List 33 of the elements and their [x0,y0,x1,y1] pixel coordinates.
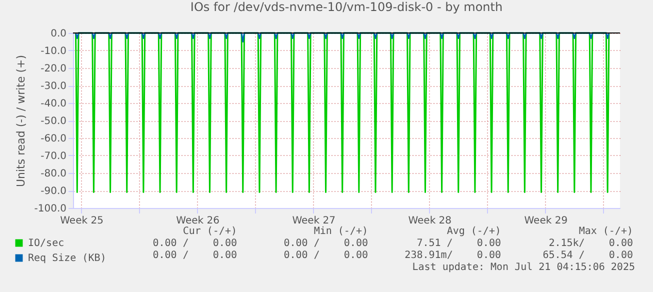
y-tick-label: -40.0 [40,98,66,110]
text: 2.15k/ 0.00 [548,238,633,250]
legend-label: Req Size (KB) [28,253,106,264]
y-tick-label: -100.0 [34,204,66,214]
text: 0.00 / 0.00 [284,238,368,250]
text: Last update: Mon Jul 21 04:15:06 2025 [412,262,635,274]
text: 0.00 / 0.00 [152,238,237,250]
text: 238.91m/ 0.00 [404,250,501,262]
x-tick-label: Week 25 [60,216,104,226]
y-axis-title: Units read (-) / write (+) [14,54,28,188]
y-tick-label: -60.0 [40,134,66,144]
text: Min (-/+) [314,226,368,238]
x-tick-label: Week 28 [408,216,452,226]
y-tick-label: -80.0 [40,168,66,180]
x-tick-label: Week 26 [176,216,220,226]
y-tick-label: -20.0 [40,64,66,74]
y-tick-label: -30.0 [40,81,66,92]
text: Avg (-/+) [446,226,501,238]
legend-label: IO/sec [28,238,64,249]
text: 65.54 / 0.00 [542,250,633,262]
y-tick-label: -70.0 [40,151,66,162]
text: Max (-/+) [578,226,633,238]
text: 0.00 / 0.00 [284,250,368,262]
text: 0.00 / 0.00 [152,250,237,262]
text: 7.51 / 0.00 [416,238,501,250]
x-tick-label: Week 27 [292,216,336,226]
y-tick-label: -10.0 [40,46,66,57]
y-tick-label: -90.0 [40,186,66,197]
text: Cur (-/+) [182,226,237,238]
y-tick-label: -50.0 [40,116,66,127]
x-tick-label: Week 29 [524,216,568,226]
chart-title: IOs for /dev/vds-nvme-10/vm-109-disk-0 - by month [190,0,503,14]
y-tick-label: 0.0 [50,28,66,40]
